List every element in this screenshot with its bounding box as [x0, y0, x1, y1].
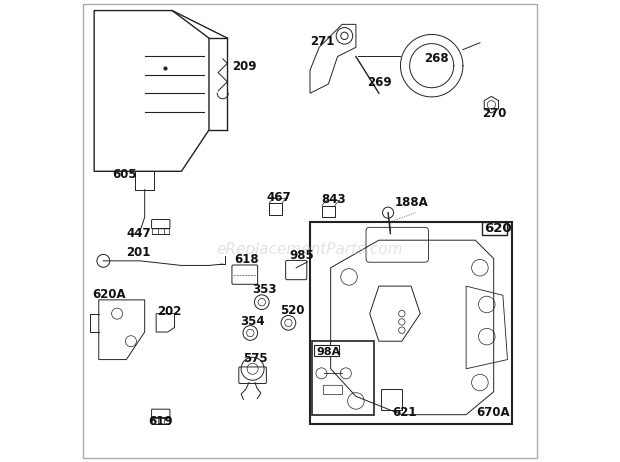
Text: 620: 620 — [484, 222, 512, 235]
Text: 467: 467 — [267, 191, 291, 204]
Text: 618: 618 — [234, 253, 259, 266]
Text: 188A: 188A — [395, 196, 428, 209]
Text: 620A: 620A — [92, 287, 125, 301]
Text: 621: 621 — [392, 406, 417, 419]
Text: 98A: 98A — [316, 347, 340, 357]
Text: 269: 269 — [368, 76, 392, 89]
FancyBboxPatch shape — [314, 346, 339, 356]
Text: 202: 202 — [157, 304, 182, 317]
Text: 843: 843 — [321, 193, 345, 206]
Text: 268: 268 — [424, 52, 448, 65]
Text: 619: 619 — [148, 415, 173, 428]
Text: 270: 270 — [482, 107, 507, 120]
Text: 985: 985 — [290, 249, 314, 261]
Text: 447: 447 — [126, 226, 151, 239]
Text: eReplacementParts.com: eReplacementParts.com — [216, 242, 404, 257]
Text: 670A: 670A — [476, 406, 510, 419]
Text: 354: 354 — [240, 315, 265, 328]
Text: 520: 520 — [280, 304, 304, 316]
Text: 605: 605 — [113, 168, 137, 181]
Text: 209: 209 — [232, 60, 257, 73]
Text: 201: 201 — [126, 246, 151, 259]
Text: 271: 271 — [310, 35, 334, 48]
Text: 575: 575 — [244, 352, 268, 365]
Text: 353: 353 — [252, 283, 277, 296]
